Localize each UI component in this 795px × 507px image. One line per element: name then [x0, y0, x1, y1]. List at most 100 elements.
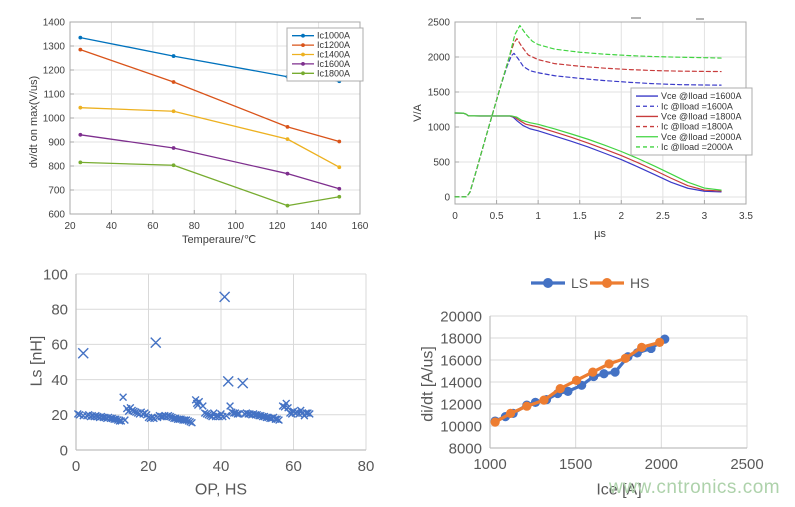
chart-dvdt-vs-temperature: 20 40 60 80 100 120 140 160 600 700 800 900 1000 1100…	[28, 18, 369, 246]
y-tick-label: 10000	[440, 418, 482, 435]
y-tick-label: 14000	[440, 374, 482, 391]
y-tick-label: 1000	[43, 114, 66, 125]
legend-marker-sample	[301, 62, 305, 66]
y-tick-label: 20	[51, 407, 68, 424]
data-point-LS	[563, 386, 573, 396]
y-tick-label: 800	[48, 162, 65, 173]
x-axis-title: Ice [A]	[596, 482, 641, 499]
y-tick-label: 20000	[440, 308, 482, 325]
data-point-Ic1200A	[78, 47, 83, 52]
x-tick-label: 20	[140, 458, 157, 475]
series-line-Ic1200A	[79, 48, 340, 143]
y-tick-label: 1500	[428, 88, 451, 99]
x-tick-label: 1.5	[573, 211, 587, 222]
data-point-Ic1000A	[78, 35, 83, 40]
x-axis-title: Temperaure/℃	[182, 234, 256, 246]
x-tick-label: 160	[352, 221, 369, 232]
data-point-Ic1600A	[285, 171, 290, 176]
x-tick-label: 3	[702, 211, 708, 222]
x-tick-label: 60	[285, 458, 302, 475]
x-axis-title: µs	[594, 228, 606, 240]
x-tick-label: 80	[358, 458, 375, 475]
data-point-Ic1800A	[171, 163, 176, 168]
y-axis-title: V/A	[412, 103, 424, 121]
y-tick-label: 0	[60, 442, 68, 459]
x-tick-label: 1	[535, 211, 541, 222]
legend-label: Ic1600A	[317, 59, 350, 69]
legend-marker-sample	[301, 43, 305, 47]
data-point-Ic1600A	[171, 146, 176, 150]
y-tick-label: 1300	[43, 42, 66, 53]
data-point-HS	[490, 417, 500, 427]
chart-stray-inductance-scatter: 0 20 40 60 80 0 20 40 60 80 100 OP, HS Ls [nH]	[29, 266, 375, 498]
legend: LS HS	[531, 275, 649, 291]
data-point-Ic1200A	[171, 80, 176, 84]
data-point-Ic1600A	[78, 132, 83, 137]
legend-label: LS	[571, 275, 588, 291]
legend-marker-sample	[301, 52, 305, 57]
legend-label: Ic1400A	[317, 50, 350, 60]
y-tick-label: 2500	[428, 18, 451, 29]
y-tick-label: 2000	[428, 53, 451, 64]
y-tick-label: 0	[444, 193, 450, 204]
x-tick-label: 2	[619, 211, 625, 222]
x-tick-label: 1500	[559, 456, 592, 473]
data-point-HS	[539, 395, 549, 405]
series-curve-Ic @Iload =1800A	[454, 38, 722, 198]
x-tick-label: 60	[147, 221, 159, 232]
legend-label: Vce @Iload =1600A	[661, 91, 741, 101]
legend-label: Ic @Iload =1800A	[661, 122, 733, 132]
legend-marker-sample	[301, 33, 305, 38]
x-tick-label: 20	[64, 221, 76, 232]
data-point-Ic1000A	[171, 54, 176, 58]
scatter-x-markers	[73, 291, 314, 427]
legend-box	[630, 87, 753, 156]
data-point-Ic1200A	[285, 124, 290, 129]
x-tick-label: 2500	[730, 456, 763, 473]
legend-marker-sample	[602, 278, 612, 288]
y-tick-label: 1200	[43, 66, 66, 77]
legend-label: Ic1200A	[317, 40, 350, 50]
y-tick-label: 80	[51, 301, 68, 318]
data-point-Ic1400A	[78, 105, 83, 110]
data-point-HS	[637, 342, 647, 352]
data-point-Ic1800A	[285, 203, 290, 208]
y-tick-label: 700	[48, 186, 65, 197]
x-tick-label: 2000	[645, 456, 678, 473]
x-tick-label: 0	[452, 211, 458, 222]
data-point-Ic1400A	[337, 165, 342, 170]
data-point-HS	[620, 353, 630, 363]
data-point-Ic1400A	[285, 137, 290, 142]
data-point-Ic1800A	[78, 160, 83, 165]
y-axis-title: dv/dt on max(V/us)	[28, 76, 40, 168]
watermark: www.cntronics.com	[609, 477, 781, 498]
data-point-HS	[571, 375, 582, 385]
x-tick-label: 80	[189, 221, 201, 232]
legend-label: HS	[630, 275, 649, 291]
data-point-LS	[599, 369, 609, 379]
data-point-HS	[655, 337, 665, 347]
legend-label: Vce @Iload =1800A	[661, 111, 741, 121]
y-tick-label: 16000	[440, 352, 482, 369]
legend-label: Ic1800A	[317, 68, 350, 78]
chart-switching-waveforms: 0 0.5 1 1.5 2 2.5 3 3.5 0 500 1000 1500 2000 2500 µs V/…	[412, 18, 754, 240]
x-tick-label: 40	[213, 458, 230, 475]
series-line-Ic1400A	[79, 107, 340, 168]
x-tick-label: 40	[106, 221, 118, 232]
y-tick-label: 40	[51, 372, 68, 389]
x-tick-label: 100	[227, 221, 244, 232]
legend-label: Ic1000A	[317, 31, 350, 41]
y-tick-label: 60	[51, 337, 68, 354]
y-axis-title: Ls [nH]	[29, 336, 46, 387]
series-curve-Vce @Iload =2000A	[454, 112, 722, 191]
legend-label: Ic @Iload =2000A	[661, 142, 733, 152]
data-point-HS	[588, 367, 598, 377]
y-tick-label: 8000	[449, 440, 482, 457]
x-axis-title: OP, HS	[195, 482, 247, 499]
legend-marker-sample	[543, 278, 553, 288]
data-point-Ic1400A	[171, 109, 176, 114]
y-axis-title: di/dt [A/us]	[420, 346, 437, 422]
